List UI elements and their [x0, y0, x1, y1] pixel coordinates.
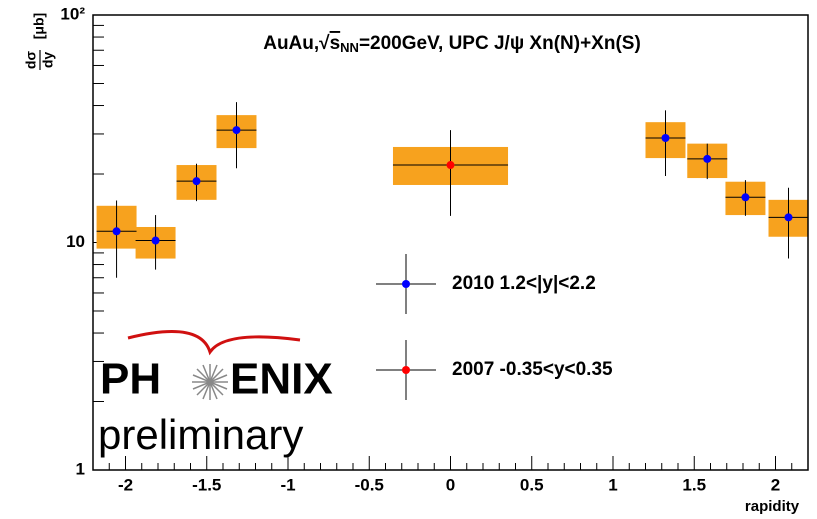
logo-right: ENIX: [230, 355, 333, 404]
y-label-numerator: dσ: [23, 51, 39, 70]
x-tick-label: 1: [608, 475, 617, 494]
x-tick-label: -1.5: [192, 475, 221, 494]
legend-label: 2007 -0.35<y<0.35: [452, 359, 613, 380]
data-point: [661, 133, 670, 142]
logo-left: PH: [100, 355, 161, 404]
legend-marker: [402, 366, 410, 374]
x-tick-label: 0.5: [520, 475, 544, 494]
logo-subtitle: preliminary: [98, 411, 303, 458]
data-point: [741, 193, 750, 202]
data-point: [446, 161, 455, 170]
data-point: [232, 126, 241, 135]
data-point: [703, 154, 712, 163]
y-label-denominator: dy: [40, 52, 56, 69]
data-point: [151, 236, 160, 245]
x-tick-label: 0: [446, 475, 455, 494]
y-tick-label: 10²: [60, 4, 85, 23]
x-tick-label: -1: [280, 475, 295, 494]
y-tick-label: 10: [66, 232, 85, 251]
x-axis-label: rapidity: [745, 498, 800, 515]
legend-marker: [402, 280, 410, 288]
x-tick-label: -2: [118, 475, 133, 494]
logo-star: [192, 364, 228, 400]
x-tick-label: 2: [771, 475, 780, 494]
y-axis-label: dσ dy [μb]: [23, 13, 56, 70]
x-tick-label: 1.5: [682, 475, 706, 494]
x-tick-label: -0.5: [355, 475, 384, 494]
plot-frame: [92, 14, 809, 471]
logo: PH ENIX preliminary: [98, 330, 333, 458]
y-tick-label: 1: [76, 459, 85, 478]
data-point: [784, 213, 793, 222]
logo-arc: [127, 330, 301, 356]
legend-label: 2010 1.2<|y|<2.2: [452, 273, 596, 294]
chart-title: AuAu,√sNN=200GeV, UPC J/ψ Xn(N)+Xn(S): [263, 33, 641, 55]
y-label-unit: [μb]: [31, 13, 47, 39]
data-point: [112, 227, 121, 236]
data-point: [192, 177, 201, 186]
